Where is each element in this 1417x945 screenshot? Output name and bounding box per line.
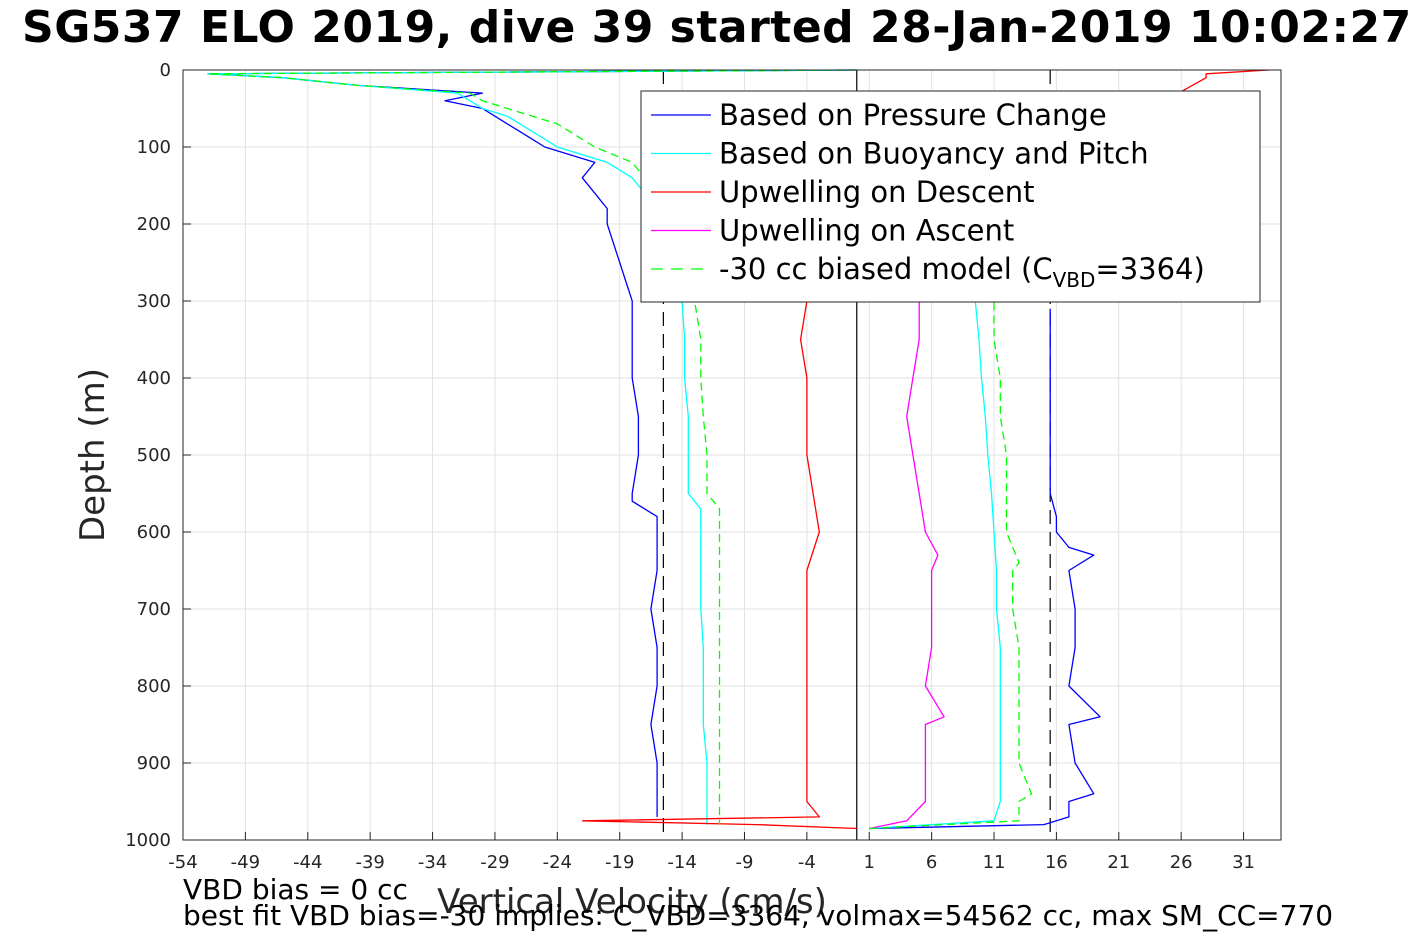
x-tick-label: -19 <box>605 852 634 873</box>
x-tick-label: 31 <box>1232 852 1255 873</box>
x-tick-label: -9 <box>736 852 754 873</box>
legend-entry: -30 cc biased model (CVBD=3364) <box>719 252 1205 292</box>
y-tick-label: 700 <box>137 599 171 620</box>
x-tick-label: -54 <box>168 852 197 873</box>
legend-entry: Upwelling on Ascent <box>719 214 1014 248</box>
y-axis-label: Depth (m) <box>73 368 113 542</box>
series-line-4-ascent <box>869 301 1033 830</box>
best-fit-note: best fit VBD bias=-30 implies: C_VBD=336… <box>183 899 1334 932</box>
x-tick-label: 21 <box>1107 852 1130 873</box>
x-tick-label: -49 <box>231 852 260 873</box>
x-tick-label: -24 <box>543 852 572 873</box>
legend-box <box>640 90 1261 303</box>
x-tick-label: -34 <box>418 852 447 873</box>
x-tick-label: 16 <box>1045 852 1068 873</box>
x-axis-label: Vertical Velocity (cm/s) <box>437 882 827 922</box>
y-tick-label: 500 <box>137 445 171 466</box>
x-tick-label: -29 <box>480 852 509 873</box>
legend: Based on Pressure Change Based on Buoyanc… <box>640 90 1261 303</box>
series-line-3-descent <box>869 301 945 830</box>
x-tick-label: -4 <box>798 852 816 873</box>
y-tick-labels: 0 100 200 300 400 500 600 700 800 900 1000 <box>125 60 191 851</box>
series-line-0-descent <box>207 69 857 817</box>
x-tick-label: 1 <box>864 852 875 873</box>
x-tick-label: 26 <box>1170 852 1193 873</box>
series-line-0-ascent <box>869 308 1101 830</box>
series-line-2-ascent <box>582 820 857 830</box>
legend-entry: Based on Pressure Change <box>719 98 1107 132</box>
y-tick-label: 300 <box>137 291 171 312</box>
y-tick-label: 200 <box>137 214 171 235</box>
y-tick-label: 1000 <box>125 830 171 851</box>
legend-entry: Upwelling on Descent <box>719 175 1035 209</box>
x-tick-label: -44 <box>293 852 322 873</box>
x-tick-label: 11 <box>983 852 1006 873</box>
x-tick-labels: -54 -49 -44 -39 -34 -29 -24 -19 -14 -9 -4 1 6 11 16 21 2… <box>168 832 1255 873</box>
vbd-bias-note: VBD bias = 0 cc <box>183 873 408 906</box>
y-tick-label: 900 <box>137 753 171 774</box>
y-tick-label: 100 <box>137 137 171 158</box>
y-tick-label: 400 <box>137 368 171 389</box>
y-tick-label: 600 <box>137 522 171 543</box>
y-tick-label: 800 <box>137 676 171 697</box>
series-lines <box>207 69 1269 830</box>
page-title: SG537 ELO 2019, dive 39 started 28-Jan-2… <box>22 2 1412 53</box>
y-tick-label: 0 <box>160 60 171 81</box>
legend-entry: Based on Buoyancy and Pitch <box>719 137 1149 171</box>
series-line-1-ascent <box>869 300 1001 830</box>
x-tick-label: -14 <box>667 852 696 873</box>
x-tick-label: 6 <box>926 852 937 873</box>
x-tick-label: -39 <box>355 852 384 873</box>
